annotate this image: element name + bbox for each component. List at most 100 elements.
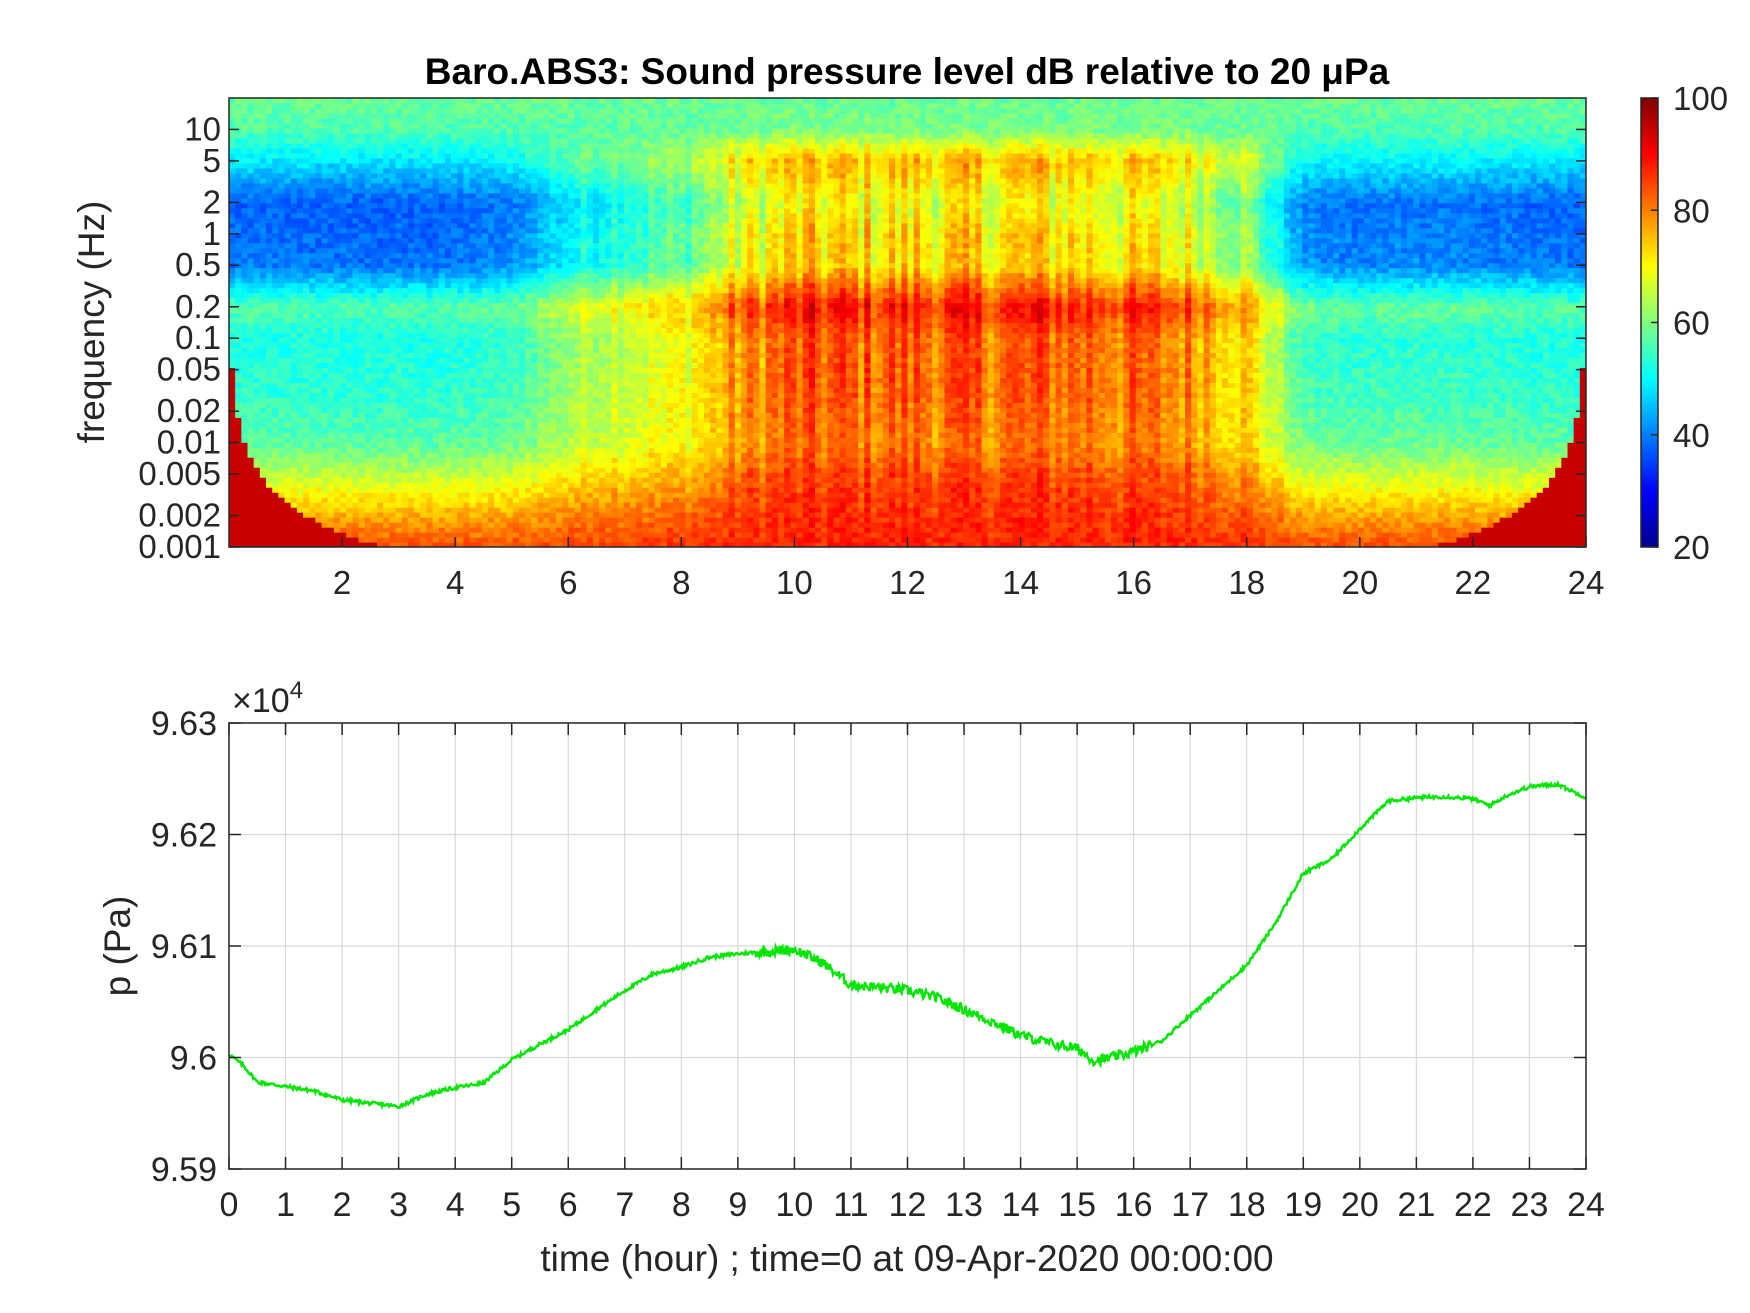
heatmap-cell: [346, 462, 353, 468]
heatmap-cell: [1074, 527, 1081, 533]
heatmap-cell: [814, 542, 822, 547]
heatmap-cell: [1086, 522, 1094, 528]
heatmap-cell: [1394, 527, 1402, 533]
heatmap-cell: [1493, 517, 1501, 523]
heatmap-cell: [1191, 522, 1199, 528]
heatmap-cell: [327, 507, 335, 513]
heatmap-cell: [592, 522, 600, 528]
heatmap-cell: [1148, 497, 1155, 503]
heatmap-cell: [1326, 467, 1334, 473]
heatmap-cell: [1333, 457, 1340, 463]
heatmap-cell: [463, 467, 471, 473]
heatmap-cell: [993, 522, 1001, 528]
heatmap-cell: [346, 537, 353, 543]
heatmap-cell: [1419, 447, 1427, 453]
heatmap-cell: [870, 517, 878, 523]
heatmap-cell: [1154, 447, 1161, 453]
heatmap-cell: [1339, 447, 1347, 453]
heatmap-cell: [457, 432, 464, 438]
heatmap-cell: [1123, 487, 1131, 493]
heatmap-cell: [451, 442, 458, 448]
heatmap-cell: [1579, 502, 1586, 508]
heatmap-cell: [691, 522, 699, 528]
heatmap-cell: [882, 447, 890, 453]
heatmap-cell: [1030, 472, 1038, 478]
heatmap-cell: [802, 472, 810, 478]
heatmap-cell: [1222, 447, 1229, 453]
heatmap-cell: [926, 462, 933, 468]
heatmap-cell: [377, 487, 384, 493]
heatmap-cell: [808, 492, 816, 498]
heatmap-cell: [654, 447, 662, 453]
heatmap-cell: [586, 542, 594, 547]
heatmap-cell: [740, 472, 748, 478]
heatmap-cell: [1518, 497, 1525, 503]
heatmap-cell: [1573, 472, 1581, 478]
heatmap-cell: [814, 472, 822, 478]
heatmap-cell: [654, 457, 662, 463]
heatmap-cell: [1536, 532, 1544, 538]
heatmap-cell: [1302, 517, 1310, 523]
heatmap-cell: [463, 512, 471, 518]
heatmap-cell: [580, 437, 588, 443]
heatmap-cell: [426, 502, 434, 508]
heatmap-cell: [1252, 507, 1260, 513]
heatmap-cell: [599, 502, 606, 508]
heatmap-cell: [1030, 457, 1038, 463]
heatmap-cell: [1462, 482, 1470, 488]
heatmap-cell: [987, 502, 995, 508]
heatmap-cell: [876, 437, 884, 443]
heatmap-cell: [932, 537, 939, 543]
heatmap-cell: [1154, 452, 1161, 458]
heatmap-cell: [241, 497, 249, 503]
heatmap-cell: [926, 452, 933, 458]
heatmap-cell: [1561, 507, 1569, 513]
heatmap-cell: [1314, 477, 1322, 483]
heatmap-cell: [1191, 487, 1199, 493]
heatmap-cell: [1302, 497, 1310, 503]
heatmap-cell: [1302, 532, 1310, 538]
heatmap-cell: [938, 532, 946, 538]
heatmap-cell: [679, 452, 687, 458]
heatmap-cell: [913, 537, 921, 543]
heatmap-cell: [457, 517, 464, 523]
heatmap-cell: [858, 457, 865, 463]
heatmap-cell: [839, 437, 847, 443]
heatmap-cell: [796, 442, 804, 448]
heatmap-cell: [870, 527, 878, 533]
heatmap-cell: [1339, 442, 1347, 448]
heatmap-cell: [1363, 482, 1371, 488]
heatmap-cell: [1197, 497, 1205, 503]
heatmap-cell: [1561, 492, 1569, 498]
heatmap-cell: [451, 477, 458, 483]
heatmap-cell: [383, 437, 390, 443]
heatmap-cell: [1518, 532, 1525, 538]
heatmap-cell: [1351, 442, 1359, 448]
heatmap-cell: [1444, 457, 1451, 463]
heatmap-cell: [457, 502, 464, 508]
heatmap-cell: [747, 527, 754, 533]
heatmap-cell: [1296, 457, 1303, 463]
heatmap-cell: [1308, 472, 1316, 478]
heatmap-cell: [981, 432, 989, 438]
heatmap-cell: [1067, 507, 1075, 513]
heatmap-cell: [1240, 532, 1248, 538]
heatmap-cell: [969, 497, 976, 503]
heatmap-cell: [1326, 492, 1334, 498]
heatmap-cell: [1425, 492, 1433, 498]
heatmap-cell: [543, 487, 551, 493]
heatmap-cell: [1074, 497, 1081, 503]
heatmap-cell: [562, 542, 569, 547]
heatmap-cell: [1092, 502, 1100, 508]
heatmap-cell: [765, 442, 773, 448]
heatmap-cell: [981, 502, 989, 508]
heatmap-cell: [1043, 522, 1050, 528]
heatmap-cell: [919, 502, 927, 508]
heatmap-cell: [747, 487, 754, 493]
heatmap-cell: [229, 482, 236, 488]
heatmap-cell: [1283, 532, 1291, 538]
heatmap-cell: [531, 467, 539, 473]
heatmap-cell: [1419, 507, 1427, 513]
heatmap-cell: [1283, 442, 1291, 448]
heatmap-cell: [1203, 502, 1211, 508]
